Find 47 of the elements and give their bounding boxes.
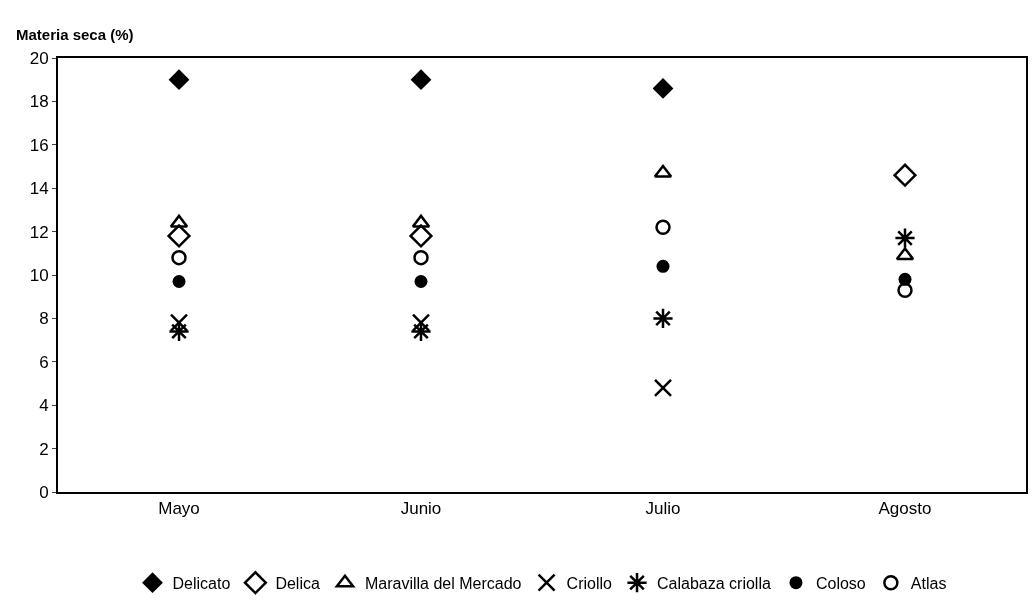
point: [653, 164, 673, 178]
legend-label: Calabaza criolla: [657, 574, 771, 592]
y-tick-label: 8: [39, 309, 49, 329]
y-tick-label: 18: [29, 92, 49, 112]
y-tick-label: 2: [39, 439, 49, 459]
point: [413, 249, 429, 266]
point: [167, 224, 191, 248]
legend-label: Atlas: [910, 574, 947, 592]
legend-label: Coloso: [815, 574, 866, 592]
y-tick-label: 6: [39, 352, 49, 372]
y-tick-label: 4: [39, 396, 49, 416]
legend-label: Delicato: [172, 574, 231, 592]
point: [895, 247, 915, 261]
legend-label: Maravilla del Mercado: [364, 574, 522, 592]
point: [169, 313, 189, 332]
point: [171, 249, 187, 266]
y-tick-label: 20: [29, 48, 49, 68]
point: [652, 77, 674, 99]
point: [656, 259, 670, 273]
point: [172, 275, 186, 288]
y-tick-label: 10: [29, 265, 49, 285]
x-tick-label: Agosto: [878, 499, 932, 519]
point: [894, 227, 916, 249]
y-tick-label: 12: [29, 222, 49, 242]
point: [653, 378, 673, 398]
x-tick-label: Mayo: [158, 499, 200, 519]
y-tick-label: 16: [29, 135, 49, 155]
x-tick-label: Junio: [400, 499, 442, 519]
y-tick-label: 0: [39, 482, 49, 502]
point: [414, 275, 428, 288]
point: [411, 214, 431, 228]
point: [652, 307, 674, 330]
legend-label: Delica: [275, 574, 320, 592]
point: [655, 219, 671, 235]
point: [409, 224, 433, 248]
point: [893, 163, 917, 187]
x-tick-label: Julio: [645, 499, 681, 519]
y-tick-label: 14: [29, 179, 49, 199]
point: [410, 320, 432, 343]
point: [411, 313, 431, 332]
point: [169, 214, 189, 228]
legend-label: Criollo: [566, 574, 613, 592]
point: [897, 282, 913, 298]
point: [410, 69, 432, 91]
y-axis-title: Materia seca (%): [16, 26, 134, 43]
point: [168, 69, 190, 91]
point: [168, 320, 190, 343]
